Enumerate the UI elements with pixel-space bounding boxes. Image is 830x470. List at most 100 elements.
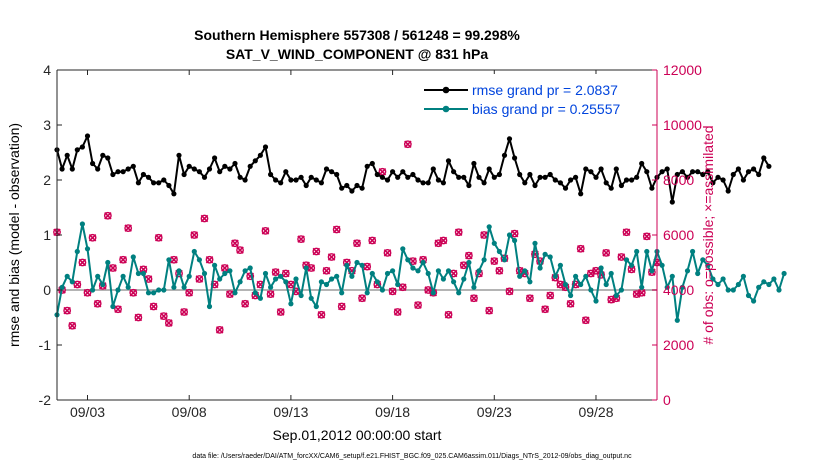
bias-point [664, 284, 670, 290]
rmse-point [649, 185, 655, 191]
bias-point [344, 262, 350, 268]
rmse-point [445, 158, 452, 164]
bias-point [156, 287, 162, 293]
bias-point [339, 290, 345, 296]
obs-possible-point [617, 253, 626, 261]
obs-assimilated-point [576, 244, 585, 253]
obs-possible-point [383, 248, 392, 257]
obs-assimilated-point [261, 227, 270, 235]
obs-assimilated-point [88, 233, 97, 242]
bias-point [690, 248, 696, 255]
obs-assimilated-point [643, 232, 651, 241]
obs-assimilated-point [327, 253, 336, 261]
bias-point [776, 287, 782, 293]
obs-assimilated-point [404, 140, 412, 149]
rmse-point [110, 171, 116, 178]
bias-point [405, 257, 411, 263]
rmse-point [634, 174, 640, 180]
obs-assimilated-point [154, 233, 163, 242]
obs-possible-point [88, 233, 97, 242]
bias-point [501, 257, 508, 263]
bias-point [466, 259, 472, 266]
obs-possible-point [297, 235, 305, 244]
obs-possible-point [205, 255, 214, 264]
obs-assimilated-point [190, 231, 199, 239]
rmse-point [537, 174, 543, 180]
obs-possible-point [271, 268, 280, 277]
bias-point [400, 246, 406, 252]
rmse-point [130, 163, 136, 169]
bias-point [634, 248, 640, 255]
rmse-point [196, 169, 202, 175]
obs-assimilated-point [266, 290, 275, 298]
y-right-tick-label: 6000 [663, 227, 694, 243]
obs-assimilated-point [119, 255, 127, 264]
bias-point [568, 292, 574, 299]
obs-assimilated-point [114, 305, 122, 314]
obs-assimilated-point [195, 275, 204, 283]
obs-assimilated-point [454, 228, 463, 237]
obs-assimilated-point [236, 246, 244, 254]
obs-assimilated-point [566, 299, 575, 308]
bias-point [64, 273, 70, 279]
bias-point [517, 273, 523, 279]
obs-assimilated-point [276, 308, 285, 316]
bias-point [247, 265, 253, 271]
obs-assimilated-point [556, 280, 565, 289]
obs-assimilated-point [358, 294, 366, 303]
rmse-point [166, 182, 172, 189]
bias-point [145, 290, 152, 296]
y-right-tick-label: 4000 [663, 282, 694, 298]
obs-assimilated-point [383, 249, 392, 257]
rmse-point [613, 166, 619, 172]
rmse-point [268, 171, 274, 178]
rmse-point [705, 169, 711, 175]
bias-point [95, 273, 101, 279]
obs-possible-point [581, 316, 590, 325]
obs-assimilated-point [231, 239, 239, 248]
rmse-point [735, 166, 742, 172]
bias-point [125, 284, 131, 290]
obs-assimilated-point [424, 286, 432, 294]
bias-point [486, 224, 492, 230]
bias-point [415, 268, 421, 274]
bias-point [181, 284, 187, 290]
rmse-point [405, 174, 411, 180]
obs-possible-point [200, 214, 209, 223]
obs-assimilated-point [104, 211, 112, 220]
obs-assimilated-point [465, 251, 473, 260]
rmse-point [212, 155, 218, 161]
obs-possible-point [236, 246, 244, 255]
bias-point [506, 232, 513, 238]
obs-assimilated-point [322, 266, 331, 275]
rmse-point [206, 166, 213, 172]
rmse-point [593, 174, 599, 180]
obs-possible-point [317, 310, 326, 319]
rmse-point [481, 180, 487, 186]
obs-assimilated-point [73, 280, 82, 289]
bias-point [659, 262, 665, 268]
rmse-point [456, 174, 462, 180]
bias-point [257, 295, 263, 301]
rmse-point [715, 174, 721, 180]
rmse-point [64, 152, 70, 158]
rmse-point [517, 171, 523, 178]
bias-point [684, 268, 691, 274]
rmse-point [308, 174, 314, 180]
bias-point [166, 257, 172, 263]
bias-point [430, 290, 436, 296]
rmse-point [420, 180, 426, 186]
obs-possible-point [546, 291, 555, 300]
rmse-point [323, 166, 330, 172]
chart-title-line1: Southern Hemisphere 557308 / 561248 = 99… [194, 27, 520, 43]
rmse-point [761, 155, 767, 161]
y-left-tick-label: 3 [43, 117, 51, 133]
rmse-point [766, 163, 772, 169]
y-left-axis-ticks: -2 -1 0 1 2 3 4 [39, 62, 62, 408]
obs-possible-point [276, 308, 285, 316]
x-tick-label: 09/08 [172, 404, 207, 420]
obs-assimilated-point [490, 257, 499, 265]
bias-point [140, 270, 146, 277]
bias-point [598, 265, 604, 271]
obs-assimilated-point [180, 308, 188, 316]
